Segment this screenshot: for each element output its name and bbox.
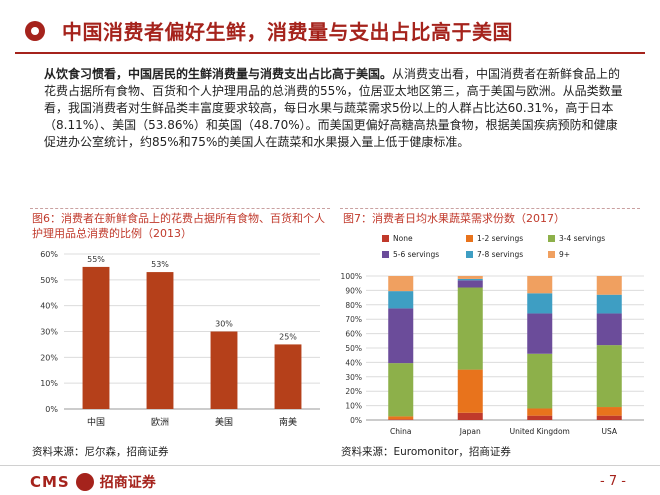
bar xyxy=(210,331,238,409)
stacked-bar-segment xyxy=(527,353,553,409)
legend-label: 3-4 servings xyxy=(559,234,605,243)
legend-swatch xyxy=(548,251,555,258)
stacked-bar-segment xyxy=(596,415,622,420)
bar xyxy=(274,344,302,409)
x-tick-label: 南美 xyxy=(279,416,297,428)
y-tick-label: 50% xyxy=(40,276,58,285)
logo-cms-text: CMS xyxy=(30,473,70,491)
logo-company-name: 招商证券 xyxy=(99,475,156,491)
x-tick-label: 中国 xyxy=(87,416,105,428)
stacked-bar-segment xyxy=(596,313,622,346)
x-tick-label: United Kingdom xyxy=(510,427,570,436)
stacked-bar-segment xyxy=(457,287,483,370)
page-number: - 7 - xyxy=(600,474,626,489)
bar-value-label: 25% xyxy=(279,332,297,341)
y-tick-label: 0% xyxy=(350,416,362,425)
stacked-bar-segment xyxy=(596,407,622,416)
legend-label: 7-8 servings xyxy=(477,250,523,259)
stacked-bar-segment xyxy=(388,363,414,417)
title-divider xyxy=(15,52,645,54)
legend-label: 9+ xyxy=(559,250,570,259)
y-tick-label: 40% xyxy=(40,302,58,311)
x-tick-label: Japan xyxy=(459,427,481,436)
stacked-bar-segment xyxy=(457,278,483,281)
footer-divider xyxy=(0,465,660,466)
x-tick-label: USA xyxy=(601,427,617,436)
bar-value-label: 30% xyxy=(215,320,233,329)
stacked-bar-segment xyxy=(457,412,483,420)
stacked-bar-segment xyxy=(457,276,483,279)
y-tick-label: 100% xyxy=(341,272,362,281)
stacked-bar-segment xyxy=(527,415,553,420)
y-tick-label: 60% xyxy=(345,330,362,339)
stacked-bar-segment xyxy=(457,369,483,413)
logo-badge-icon xyxy=(75,473,94,491)
figure6-caption: 图6：消费者在新鲜食品上的花费占据所有食物、百货和个人护理用品总消费的比例（20… xyxy=(32,212,325,240)
y-tick-label: 60% xyxy=(40,250,58,259)
legend-swatch xyxy=(382,251,389,258)
y-tick-label: 20% xyxy=(345,387,362,396)
stacked-bar-segment xyxy=(527,276,553,294)
bar xyxy=(146,272,174,409)
stacked-bar-segment xyxy=(527,293,553,314)
x-tick-label: 美国 xyxy=(215,416,233,428)
x-tick-label: China xyxy=(390,427,411,436)
stacked-bar-segment xyxy=(596,345,622,408)
y-tick-label: 30% xyxy=(345,373,362,382)
y-tick-label: 40% xyxy=(345,358,362,367)
body-lead: 从饮食习惯看，中国居民的生鲜消费量与消费支出占比高于美国。 xyxy=(44,67,393,81)
figure7-caption: 图7：消费者日均水果蔬菜需求份数（2017） xyxy=(343,212,565,225)
legend-swatch xyxy=(466,251,473,258)
stacked-bar-segment xyxy=(388,419,414,420)
stacked-bar-segment xyxy=(527,408,553,416)
figure6-divider xyxy=(30,208,330,209)
legend-swatch xyxy=(382,235,389,242)
body-text: 从消费支出看，中国消费者在新鲜食品上的花费占据所有食物、百货和个人护理用品的总消… xyxy=(44,67,623,149)
legend-swatch xyxy=(548,235,555,242)
stacked-bar-segment xyxy=(457,280,483,288)
y-tick-label: 30% xyxy=(40,328,58,337)
y-tick-label: 10% xyxy=(40,379,58,388)
figure7-divider xyxy=(340,208,640,209)
y-tick-label: 80% xyxy=(345,301,362,310)
y-tick-label: 90% xyxy=(345,286,362,295)
legend-swatch xyxy=(466,235,473,242)
stacked-bar-segment xyxy=(388,416,414,420)
y-tick-label: 70% xyxy=(345,315,362,324)
bar xyxy=(82,266,110,409)
legend-label: 5-6 servings xyxy=(393,250,439,259)
title-bullet-icon xyxy=(25,21,45,41)
figure6-source: 资料来源：尼尔森，招商证券 xyxy=(32,446,169,458)
bar-value-label: 55% xyxy=(87,255,105,264)
y-tick-label: 20% xyxy=(40,353,58,362)
stacked-bar-segment xyxy=(388,308,414,364)
stacked-bar-segment xyxy=(388,291,414,309)
legend-label: None xyxy=(393,234,413,243)
company-logo: CMS 招商证券 xyxy=(30,472,156,492)
legend-label: 1-2 servings xyxy=(477,234,523,243)
page-title: 中国消费者偏好生鲜，消费量与支出占比高于美国 xyxy=(62,20,513,44)
stacked-bar-segment xyxy=(388,276,414,292)
stacked-bar-segment xyxy=(596,294,622,314)
stacked-bar-segment xyxy=(596,276,622,295)
bar-value-label: 53% xyxy=(151,260,169,269)
y-tick-label: 10% xyxy=(345,402,362,411)
x-tick-label: 欧洲 xyxy=(151,416,169,428)
y-tick-label: 50% xyxy=(345,344,362,353)
figure6-bar-chart: 0% 10% 20% 30% 40% 50% 60% 55% 中国 53% 欧洲 30% 美国 25% 南美 xyxy=(40,250,320,428)
stacked-bar-segment xyxy=(527,313,553,354)
figure7-stacked-bar-chart: None 1-2 servings 3-4 servings 5-6 servings… xyxy=(341,234,644,436)
figure7-source: 资料来源：Euromonitor，招商证券 xyxy=(341,446,511,458)
body-paragraph: 从饮食习惯看，中国居民的生鲜消费量与消费支出占比高于美国。从消费支出看，中国消费… xyxy=(44,66,624,151)
y-tick-label: 0% xyxy=(45,405,58,414)
